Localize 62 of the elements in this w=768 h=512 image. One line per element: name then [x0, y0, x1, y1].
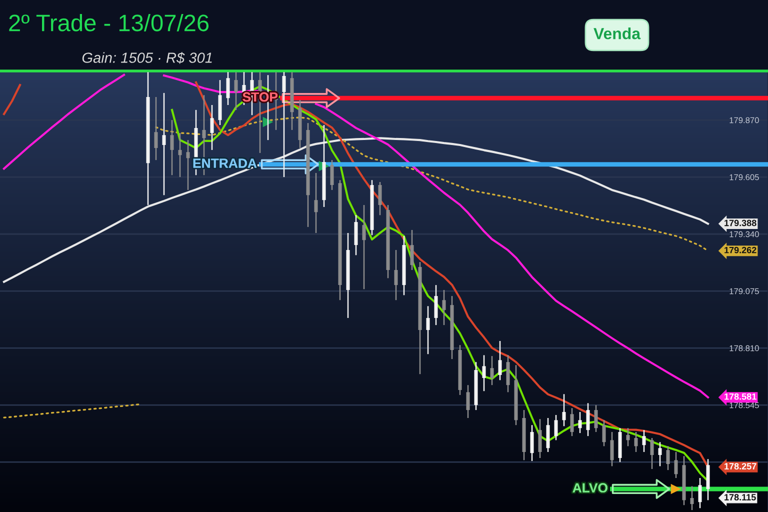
candlestick [466, 384, 470, 419]
candlestick [674, 451, 678, 479]
data-label: 179.388 [724, 220, 756, 226]
candlestick [554, 414, 558, 441]
candlestick [234, 71, 238, 111]
candlestick [642, 429, 646, 453]
candlestick [610, 431, 614, 467]
line-series [155, 116, 709, 252]
y-tick-label: 178.545 [730, 402, 759, 408]
candlestick [362, 204, 366, 290]
candlestick [530, 424, 534, 462]
candlestick [538, 418, 542, 459]
ref-line-label: ALVO [572, 483, 608, 493]
candlestick [154, 96, 158, 161]
candlestick [586, 402, 590, 437]
y-tick-label: 179.870 [730, 117, 759, 124]
candlestick [706, 458, 710, 501]
candlestick [354, 214, 358, 256]
y-tick-label: 179.605 [730, 174, 759, 180]
candlestick [578, 411, 582, 434]
candlestick [666, 446, 670, 471]
candlestick [570, 407, 574, 437]
candlestick [602, 420, 606, 447]
candlestick [658, 441, 662, 467]
candlestick [650, 437, 654, 470]
annotation: 178.115 [724, 494, 756, 500]
candlestick [210, 104, 214, 151]
candlestick [594, 404, 598, 433]
candlestick [698, 477, 702, 509]
chart-subtitle: Gain: 1505 · R$ 301 [82, 52, 212, 64]
y-tick-label: 179.075 [730, 288, 759, 294]
candlestick [482, 354, 486, 392]
data-label: 178.581 [724, 393, 756, 400]
y-tick-label: 179.340 [730, 231, 759, 238]
candlestick [162, 92, 166, 196]
candlestick [178, 132, 182, 178]
candlestick [626, 427, 630, 447]
candlestick [490, 355, 494, 386]
candlestick [442, 289, 446, 326]
candlestick [330, 159, 334, 191]
text: Venda [594, 28, 641, 40]
y-tick-label: 178.810 [730, 345, 759, 352]
line-series [3, 403, 141, 418]
candlestick [226, 71, 230, 106]
candlestick [634, 431, 638, 453]
point [670, 484, 682, 494]
candlestick [410, 229, 414, 271]
candlestick [378, 181, 382, 216]
chart-title: 2º Trade - 13/07/26 [9, 14, 209, 32]
data-label: 179.262 [724, 246, 756, 254]
candlestick [394, 249, 398, 301]
candlestick [186, 139, 190, 191]
candlestick [434, 284, 438, 326]
candlestick [690, 486, 694, 511]
candlestick [498, 340, 502, 381]
candlestick [506, 354, 510, 393]
candlestick [562, 393, 566, 427]
candlestick [546, 417, 550, 453]
candlestick [314, 172, 318, 234]
data-label: 178.257 [724, 463, 756, 470]
candlestick [170, 119, 174, 176]
candlestick [426, 306, 430, 355]
